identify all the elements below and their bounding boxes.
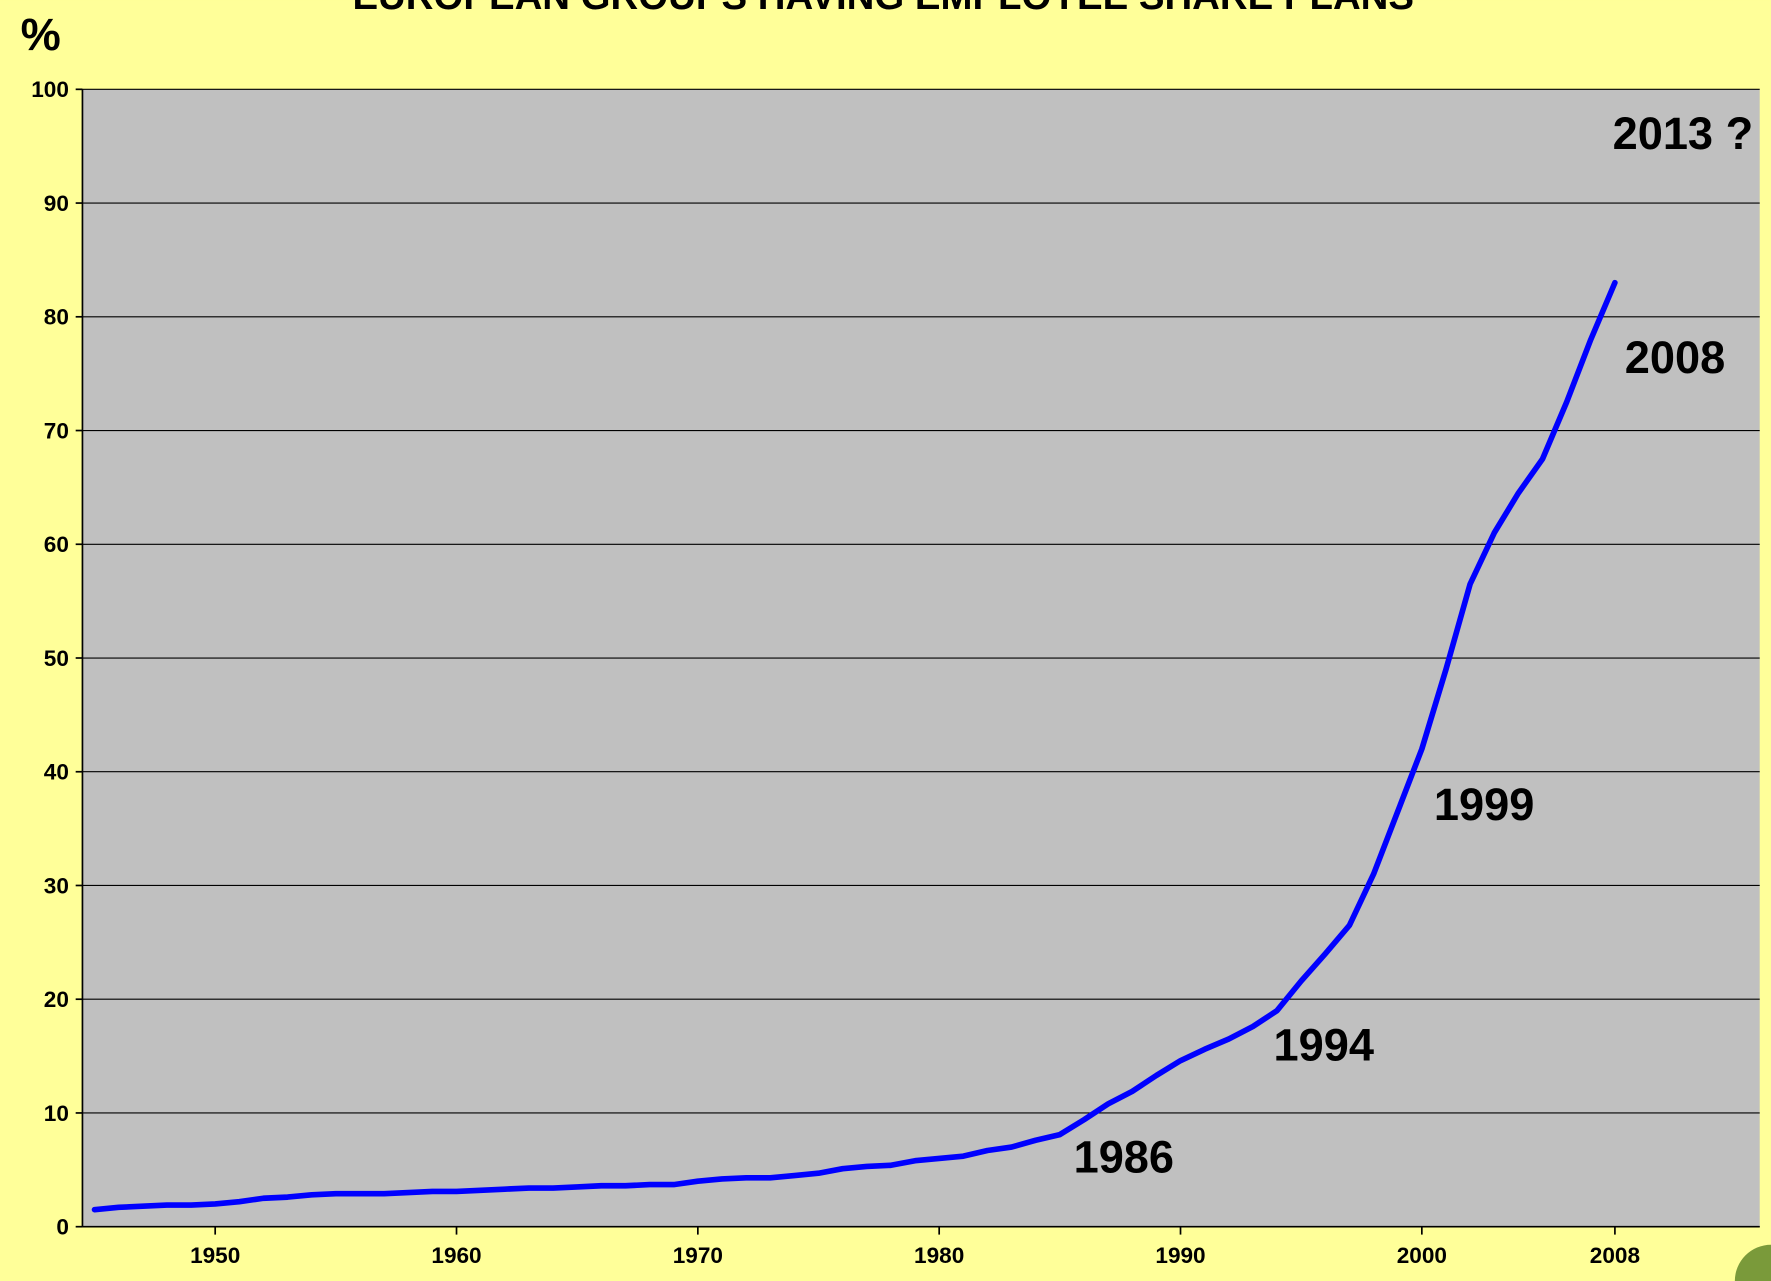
y-tick-label: 70 [44, 418, 69, 443]
annotation: 2013 ? [1613, 108, 1754, 159]
y-tick-label: 90 [44, 191, 69, 216]
y-axis-label: % [21, 9, 61, 60]
line-series [91, 279, 1618, 1213]
annotation: 1994 [1273, 1020, 1373, 1071]
chart-title: EUROPEAN GROUPS HAVING EMPLOYEE SHARE PL… [352, 0, 1414, 18]
x-tick-label: 1990 [1155, 1243, 1205, 1268]
y-tick-label: 50 [44, 646, 69, 671]
x-tick-label: 1970 [673, 1243, 723, 1268]
x-tick-label: 1950 [190, 1243, 240, 1268]
annotation: 2008 [1625, 332, 1725, 383]
y-tick-label: 20 [44, 987, 69, 1012]
y-tick-label: 80 [44, 305, 69, 330]
series [91, 279, 1618, 1213]
y-tick-label: 10 [44, 1101, 69, 1126]
logo-corner [1734, 1244, 1771, 1281]
y-tick-label: 40 [44, 760, 69, 785]
x-tick-label: 2008 [1590, 1243, 1640, 1268]
annotation: 1986 [1074, 1131, 1174, 1182]
x-tick-label: 1980 [914, 1243, 964, 1268]
x-tick-label: 1960 [431, 1243, 481, 1268]
y-tick-label: 100 [31, 77, 69, 102]
y-tick-label: 30 [44, 873, 69, 898]
annotation: 1999 [1434, 779, 1534, 830]
x-tick-label: 2000 [1397, 1243, 1447, 1268]
y-tick-label: 60 [44, 532, 69, 557]
y-tick-label: 0 [56, 1215, 69, 1240]
grid: 0 10 20 30 40 50 60 70 80 90 100 1950 1960 1970 1980 19… [31, 77, 1760, 1268]
